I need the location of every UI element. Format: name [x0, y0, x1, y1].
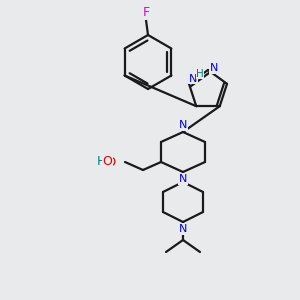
Text: N: N: [179, 224, 187, 234]
Text: HO: HO: [98, 155, 117, 169]
Text: O: O: [102, 155, 112, 168]
Text: F: F: [142, 7, 150, 20]
Text: N: N: [210, 63, 218, 73]
Text: N: N: [179, 120, 187, 130]
Text: H: H: [196, 69, 204, 79]
Text: N: N: [179, 174, 187, 184]
Text: N: N: [189, 74, 197, 84]
Text: H: H: [97, 155, 106, 168]
